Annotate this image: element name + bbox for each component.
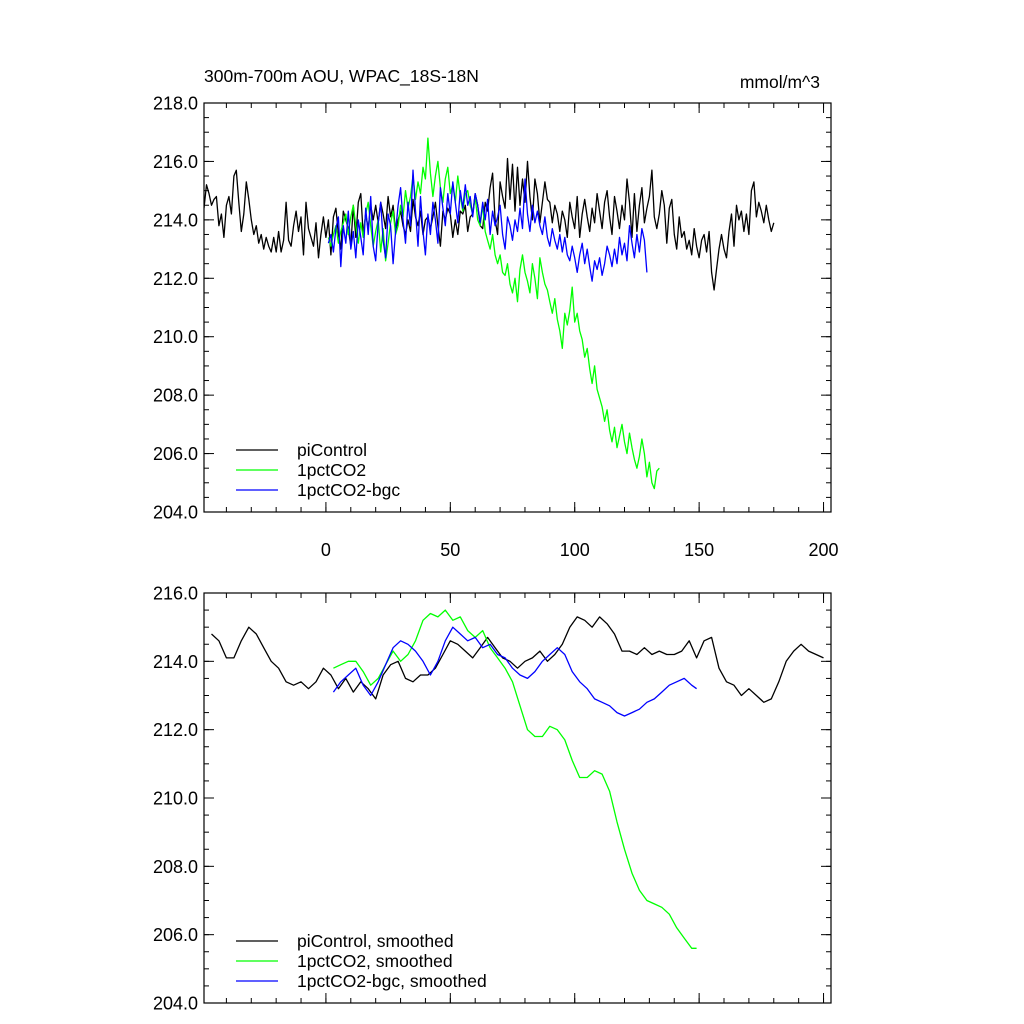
y-tick-label: 212.0 <box>153 269 198 289</box>
y-tick-label: 208.0 <box>153 857 198 877</box>
y-tick-label: 206.0 <box>153 444 198 464</box>
panel-2: 204.0 206.0 208.0 210.0 212.0 214.0 216.0 piCon… <box>153 584 832 1014</box>
legend-label: 1pctCO2, smoothed <box>297 951 453 971</box>
x-tick-label: 0 <box>321 540 331 560</box>
x-tick-label: 100 <box>560 540 590 560</box>
x-tick-label: 50 <box>440 540 460 560</box>
legend-label: piControl <box>297 440 367 460</box>
y-tick-label: 214.0 <box>153 652 198 672</box>
legend-label: piControl, smoothed <box>297 931 454 951</box>
y-tick-label: 204.0 <box>153 503 198 523</box>
y-tick-label: 210.0 <box>153 789 198 809</box>
series-line-2 <box>333 609 697 949</box>
y-tick-label: 216.0 <box>153 584 198 604</box>
y-tick-label: 218.0 <box>153 94 198 114</box>
chart-title: 300m-700m AOU, WPAC_18S-18N <box>204 66 479 87</box>
y-tick-label: 214.0 <box>153 210 198 230</box>
plot-frame <box>203 102 832 513</box>
y-tick-label: 210.0 <box>153 327 198 347</box>
legend-label: 1pctCO2-bgc <box>297 480 400 500</box>
panel-1: 204.0 206.0 208.0 210.0 212.0 214.0 216.0 218.0… <box>153 94 839 561</box>
legend-label: 1pctCO2-bgc, smoothed <box>297 971 487 991</box>
y-tick-label: 204.0 <box>153 994 198 1014</box>
series-line-1 <box>211 616 824 703</box>
y-tick-label: 206.0 <box>153 925 198 945</box>
y-tick-label: 216.0 <box>153 152 198 172</box>
legend-label: 1pctCO2 <box>297 460 366 480</box>
x-tick-label: 150 <box>684 540 714 560</box>
x-tick-label: 200 <box>809 540 839 560</box>
series-line-3 <box>332 626 697 717</box>
y-tick-label: 212.0 <box>153 720 198 740</box>
y-tick-label: 208.0 <box>153 386 198 406</box>
units-label: mmol/m^3 <box>740 72 820 92</box>
series-line-2 <box>327 137 660 490</box>
series-line-1 <box>204 157 775 291</box>
series-line-3 <box>327 169 648 282</box>
plot-frame <box>203 592 832 1004</box>
